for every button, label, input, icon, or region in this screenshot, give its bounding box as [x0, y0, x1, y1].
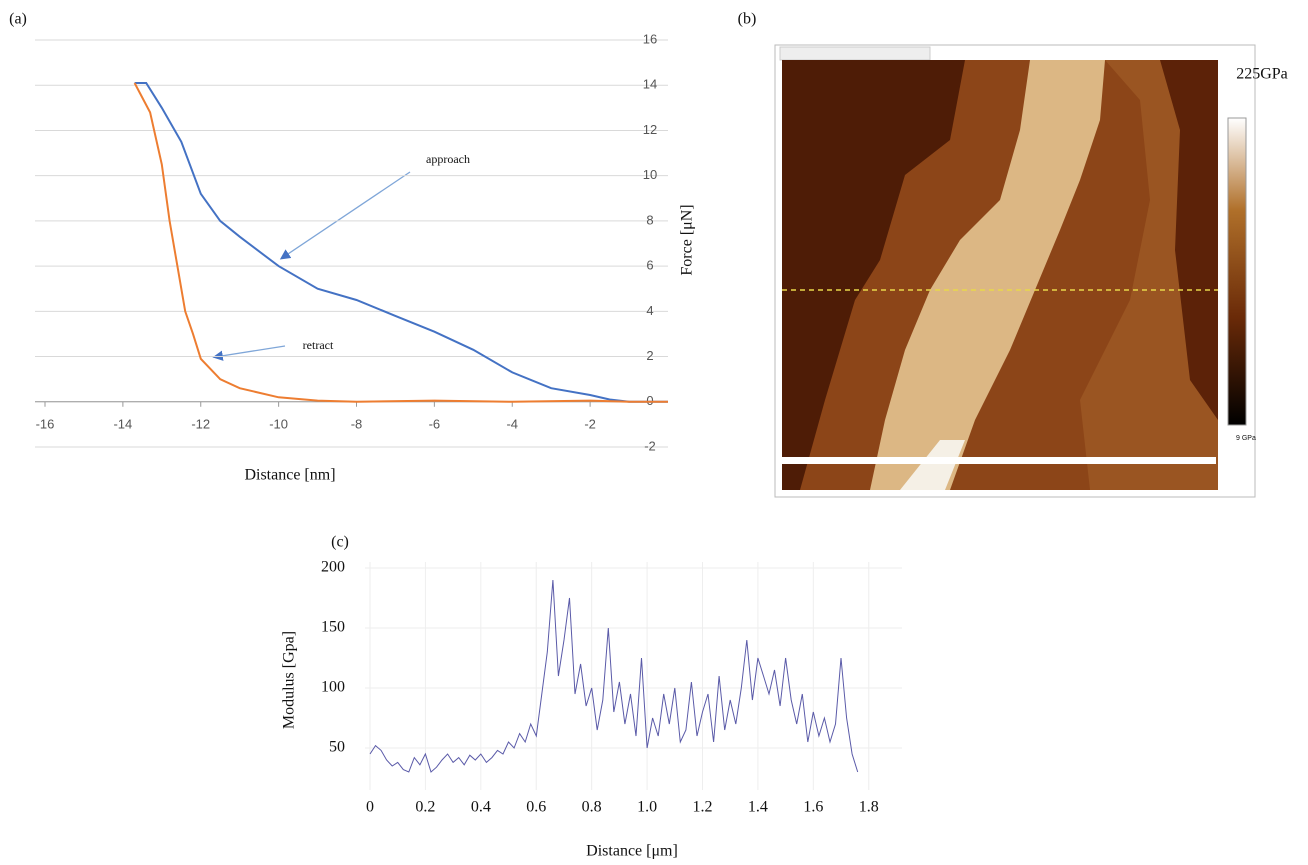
- y-tick-label: 2: [646, 348, 653, 363]
- x-tick-label: -2: [584, 416, 596, 431]
- x-tick-label: 0.4: [471, 799, 491, 816]
- y-axis-title: Force [μN]: [679, 204, 696, 275]
- colorbar-min-label: 9 GPa: [1236, 435, 1256, 442]
- x-tick-label: -4: [506, 416, 518, 431]
- annotation-arrow: [279, 171, 411, 260]
- x-tick-label: -8: [351, 416, 363, 431]
- y-tick-label: 50: [329, 739, 345, 756]
- x-tick-label: 0.6: [526, 799, 546, 816]
- x-tick-label: 1.2: [693, 799, 713, 816]
- y-tick-label: 0: [646, 393, 653, 408]
- x-tick-label: -12: [191, 416, 210, 431]
- y-tick-label: 150: [321, 619, 345, 636]
- y-tick-label: 200: [321, 559, 345, 576]
- annotation: retract: [303, 338, 334, 352]
- x-tick-label: 1.8: [859, 799, 879, 816]
- annotation: approach: [426, 152, 470, 166]
- y-tick-label: 10: [643, 167, 657, 182]
- panel-label: (b): [738, 11, 757, 28]
- x-tick-label: 0: [366, 799, 374, 816]
- data-line: [133, 82, 668, 403]
- x-tick-label: -14: [113, 416, 132, 431]
- x-tick-label: 0.8: [582, 799, 602, 816]
- y-tick-label: -2: [644, 438, 656, 453]
- x-tick-label: -10: [269, 416, 288, 431]
- afm-image: [774, 44, 1256, 498]
- y-tick-label: 100: [321, 679, 345, 696]
- colorbar-max-label: 225GPa: [1236, 66, 1288, 83]
- x-tick-label: 1.4: [748, 799, 768, 816]
- y-tick-label: 4: [646, 303, 653, 318]
- annotation-arrow: [212, 345, 286, 361]
- x-axis-title: Distance [μm]: [586, 843, 678, 860]
- x-tick-label: 1.6: [803, 799, 823, 816]
- y-tick-label: 6: [646, 258, 653, 273]
- x-tick-label: 1.0: [637, 799, 657, 816]
- y-tick-label: 8: [646, 212, 653, 227]
- x-axis-title: Distance [nm]: [244, 467, 335, 484]
- y-tick-label: 14: [643, 77, 657, 92]
- data-line: [134, 82, 668, 403]
- x-tick-label: -6: [429, 416, 441, 431]
- x-tick-label: -16: [36, 416, 55, 431]
- y-axis-title: Modulus [Gpa]: [281, 631, 298, 729]
- y-tick-label: 12: [643, 122, 657, 137]
- panel-label: (c): [331, 534, 349, 551]
- x-tick-label: 0.2: [415, 799, 435, 816]
- panel-label: (a): [9, 11, 27, 28]
- data-line: [369, 579, 859, 773]
- y-tick-label: 16: [643, 31, 657, 46]
